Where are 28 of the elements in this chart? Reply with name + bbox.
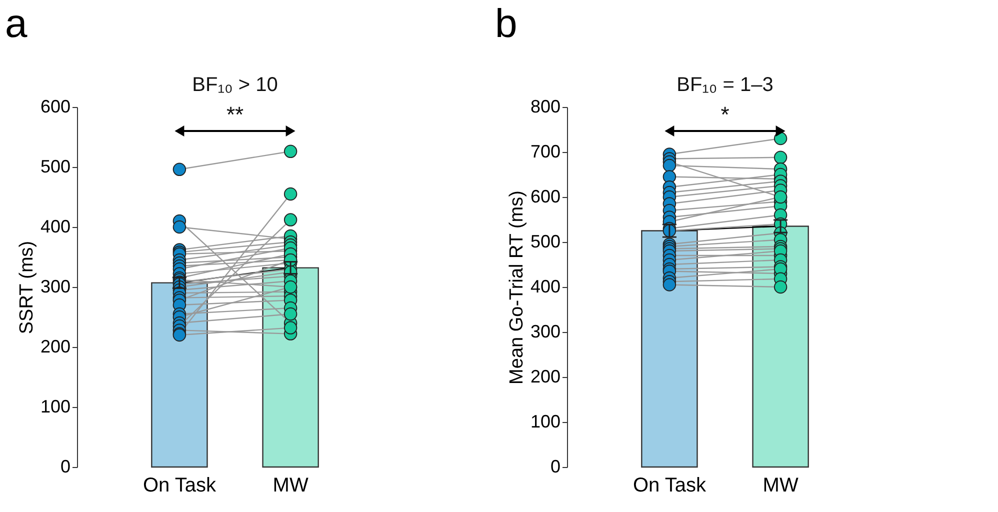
text: BF₁₀ = 1–3 [676, 74, 774, 96]
annotation: * [720, 102, 730, 127]
x-tick-label: On Task [632, 474, 707, 496]
y-tick-label: 0 [60, 456, 70, 476]
y-tick-label: 300 [530, 322, 560, 342]
y-tick-label: 200 [40, 336, 70, 356]
y-tick-label: 100 [530, 412, 560, 432]
y-axis-title: SSRT (ms) [16, 240, 38, 334]
y-tick-label: 300 [40, 276, 70, 296]
x-tick-label: On Task [142, 474, 217, 496]
y-tick-label: 400 [530, 276, 560, 296]
y-axis-title: Mean Go-Trial RT (ms) [506, 190, 528, 384]
x-tick-label: MW [272, 474, 308, 496]
text: BF₁₀ > 10 [192, 74, 278, 96]
x-tick-label: MW [762, 474, 798, 496]
y-tick-label: 0 [550, 456, 560, 476]
y-tick-label: 200 [530, 366, 560, 386]
y-tick-label: 800 [530, 96, 560, 116]
y-tick-label: 500 [40, 156, 70, 176]
annotation: ** [226, 102, 244, 127]
y-tick-label: 100 [40, 396, 70, 416]
chart-title: b [495, 2, 518, 46]
y-tick-label: 700 [530, 142, 560, 162]
y-tick-label: 600 [530, 186, 560, 206]
y-tick-label: 500 [530, 232, 560, 252]
y-tick-label: 400 [40, 216, 70, 236]
y-tick-label: 600 [40, 96, 70, 116]
chart-title: a [5, 2, 28, 46]
